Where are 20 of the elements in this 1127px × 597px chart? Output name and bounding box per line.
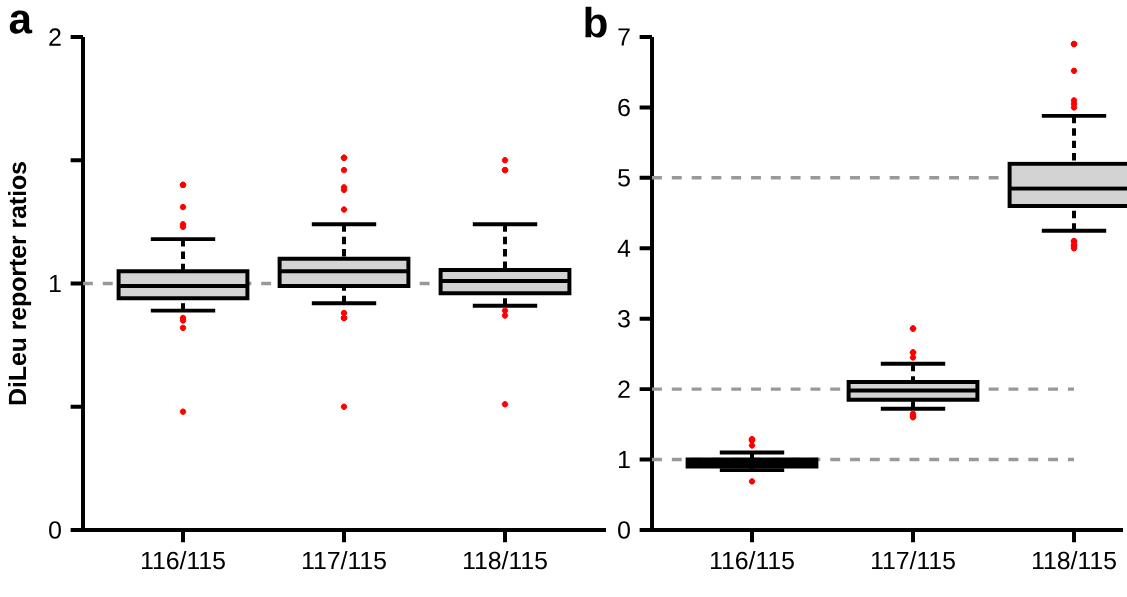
y-tick-label: 7 bbox=[618, 28, 630, 46]
x-tick-label: 118/115 bbox=[464, 551, 547, 570]
y-tick-label: 4 bbox=[617, 239, 631, 257]
y-tick-label: 6 bbox=[618, 98, 630, 117]
x-tick-label: 116/115 bbox=[711, 551, 794, 570]
x-tick-label: 117/115 bbox=[303, 551, 386, 570]
x-tick-label: 116/115 bbox=[142, 551, 225, 570]
y-tick-label: 1 bbox=[50, 274, 61, 292]
x-tick-label: 117/115 bbox=[872, 551, 955, 570]
y-tick-label: 3 bbox=[618, 309, 630, 328]
chart-title: b bbox=[585, 6, 607, 38]
y-axis-title: DiLeu reporter ratios bbox=[8, 162, 32, 405]
y-tick-label: 2 bbox=[618, 380, 630, 398]
chart-title: a bbox=[9, 10, 33, 34]
y-tick-label: 0 bbox=[49, 521, 61, 539]
x-tick-label: 118/115 bbox=[1033, 551, 1116, 570]
y-tick-label: 1 bbox=[619, 451, 630, 469]
y-tick-label: 2 bbox=[49, 28, 61, 46]
y-tick-label: 0 bbox=[618, 521, 630, 539]
y-tick-label: 5 bbox=[618, 169, 630, 187]
